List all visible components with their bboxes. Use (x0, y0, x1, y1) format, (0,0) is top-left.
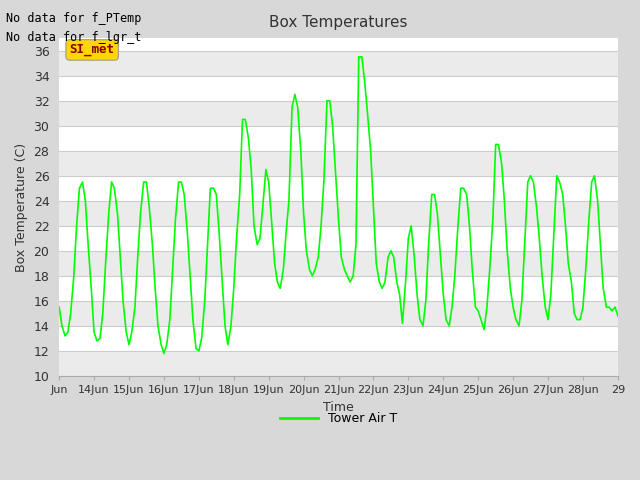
Bar (59, 351, 618, 376)
Bar (59, 201, 618, 226)
Y-axis label: Box Temperature (C): Box Temperature (C) (15, 143, 28, 272)
Bar (59, 251, 618, 276)
X-axis label: Time: Time (323, 400, 354, 413)
Text: No data for f_lgr_t: No data for f_lgr_t (6, 31, 142, 44)
Bar (59, 301, 618, 326)
Legend: Tower Air T: Tower Air T (275, 408, 402, 431)
Bar (59, 101, 618, 126)
Text: No data for f_PTemp: No data for f_PTemp (6, 12, 142, 24)
Bar (59, 50, 618, 76)
Text: SI_met: SI_met (70, 43, 115, 57)
Bar (59, 151, 618, 176)
Title: Box Temperatures: Box Temperatures (269, 15, 408, 30)
